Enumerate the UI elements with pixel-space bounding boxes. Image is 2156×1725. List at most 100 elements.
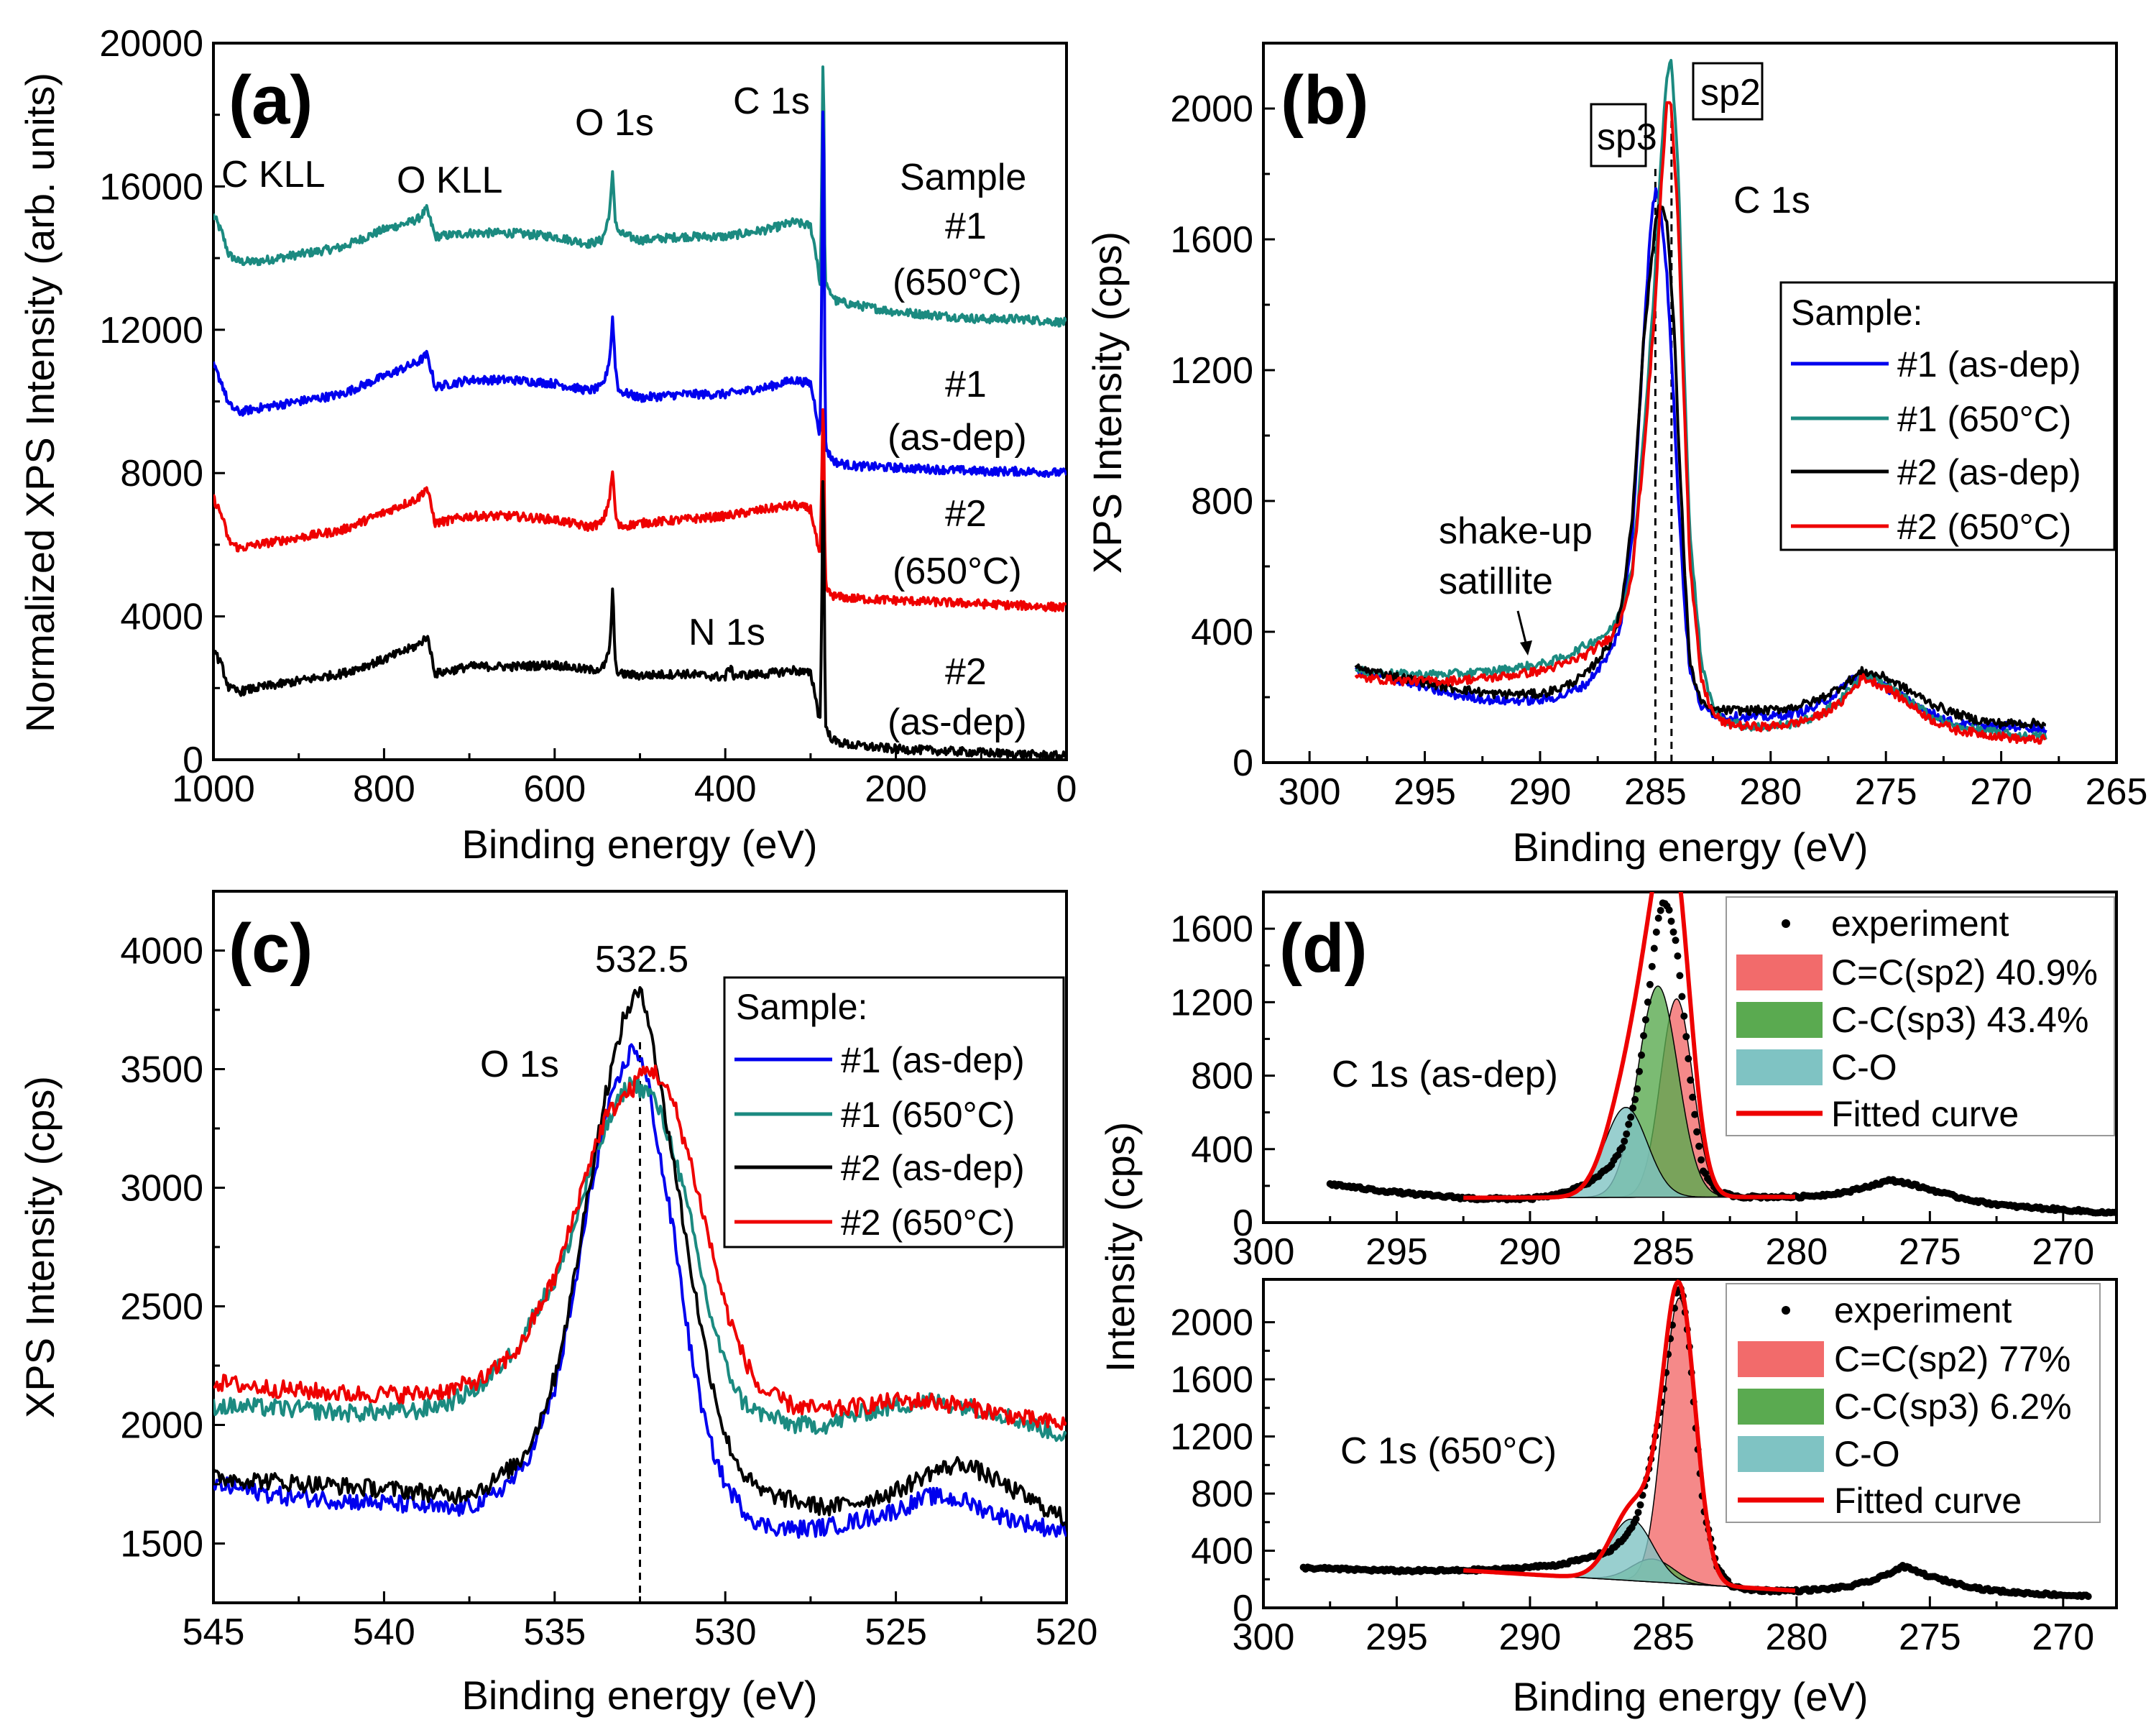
- panel-c-legend-title: Sample:: [736, 987, 867, 1027]
- x-tick-label-d_bottom-2: 290: [1499, 1616, 1562, 1658]
- x-tick-label-a-1: 800: [353, 768, 415, 810]
- x-tick-label-b-0: 300: [1279, 771, 1341, 813]
- legend-d1-sp2-swatch: [1736, 954, 1823, 990]
- y-tick-label-a-2: 8000: [120, 453, 203, 494]
- panel-a-plot-frame: [212, 42, 1068, 761]
- y-tick-label-d_top-3: 1200: [1170, 982, 1253, 1024]
- x-tick-label-d_bottom-0: 300: [1233, 1616, 1295, 1658]
- experiment-point-d_top-146: [1638, 1052, 1645, 1059]
- panel-d-label: (d): [1279, 910, 1368, 987]
- label-sample1-650: #1: [945, 206, 987, 247]
- y-tick-label-c-4: 3500: [120, 1049, 203, 1091]
- y-tick-label-c-5: 4000: [120, 931, 203, 972]
- panel-c-label: (c): [229, 910, 313, 987]
- y-tick-label-d_bottom-0: 0: [1233, 1588, 1253, 1629]
- annotation-c1s-650: C 1s (650°C): [1340, 1430, 1557, 1472]
- x-tick-label-a-3: 400: [694, 768, 757, 810]
- x-tick-label-b-3: 285: [1624, 771, 1687, 813]
- legend-d2-experiment-marker: [1782, 1306, 1790, 1315]
- x-tick-label-a-2: 600: [523, 768, 586, 810]
- experiment-point-d_top-170: [1689, 1093, 1697, 1101]
- x-tick-label-d_top-2: 290: [1499, 1231, 1562, 1273]
- series-line-b-0: [1354, 187, 2047, 735]
- legend-b-entry-2: #1 (650°C): [1897, 399, 2071, 439]
- panel-a-survey-spectra: 1000 800 600 400 200 004000800012000160002000…: [17, 23, 1077, 867]
- x-tick-label-c-3: 530: [694, 1611, 757, 1653]
- y-tick-label-d_bottom-4: 1600: [1170, 1359, 1253, 1401]
- x-tick-label-d_top-5: 275: [1899, 1231, 1961, 1273]
- sp3-label-box: [1590, 103, 1647, 167]
- plot-area-d_bottom: [1299, 1279, 2092, 1601]
- series-line-a-2: [213, 408, 1067, 612]
- x-tick-label-b-6: 270: [1970, 771, 2032, 813]
- panel-d-bottom-plot-frame: [1262, 1278, 2118, 1609]
- x-tick-label-d_top-4: 280: [1765, 1231, 1828, 1273]
- experiment-point-d_top-137: [1618, 1144, 1626, 1151]
- legend-b-entry-3: #2 (as-dep): [1897, 452, 2081, 492]
- x-tick-label-d_bottom-3: 285: [1632, 1616, 1695, 1658]
- x-tick-label-a-0: 1000: [172, 768, 255, 810]
- x-tick-label-c-5: 520: [1036, 1611, 1098, 1653]
- annotation-c1s-asdep: C 1s (as-dep): [1332, 1054, 1558, 1095]
- legend-c-entry-4: #2 (650°C): [841, 1202, 1015, 1243]
- series-line-a-1: [213, 110, 1067, 478]
- experiment-point-d_top-159: [1665, 906, 1673, 914]
- panel-a-y-axis-title: Normalized XPS Intensity (arb. units): [17, 73, 63, 732]
- legend-d1-entry-5: Fitted curve: [1831, 1094, 2019, 1134]
- series-line-b-3: [1354, 101, 2047, 745]
- y-tick-label-b-3: 1200: [1170, 350, 1253, 392]
- label-sample1-asdep-state: (as-dep): [888, 417, 1027, 459]
- panel-c-o1s-spectra: 545 540 535 530 525 520 1500 2000 2500 3000 3500 40…: [17, 890, 1098, 1718]
- y-tick-label-d_top-4: 1600: [1170, 908, 1253, 950]
- fitted-curve-d_bottom: [1462, 1279, 1796, 1593]
- experiment-point-d_bottom-368: [2084, 1593, 2092, 1601]
- panel-b-x-axis-title: Binding energy (eV): [1513, 824, 1869, 870]
- series-line-a-0: [213, 65, 1067, 328]
- annotation-o-kll: O KLL: [397, 160, 502, 201]
- legend-d1-entry-2: C=C(sp2) 40.9%: [1831, 952, 2098, 993]
- panel-c-legend: Sample: #1 (as-dep) #1 (650°C) #2 (as-de…: [723, 976, 1065, 1248]
- panel-b-label: (b): [1281, 62, 1369, 139]
- annotation-c-1s: C 1s: [733, 80, 810, 122]
- experiment-point-d_top-147: [1640, 1032, 1647, 1039]
- experiment-point-d_top-174: [1697, 1156, 1705, 1164]
- experiment-point-d_top-151: [1648, 962, 1656, 970]
- experiment-point-d_top-168: [1685, 1055, 1692, 1062]
- x-tick-label-b-1: 295: [1393, 771, 1456, 813]
- annotation-satellite: satillite: [1439, 561, 1553, 602]
- legend-d1-entry-4: C-O: [1831, 1047, 1897, 1087]
- annotation-c-kll: C KLL: [221, 154, 326, 196]
- x-tick-label-c-4: 525: [865, 1611, 927, 1653]
- x-tick-label-d_top-3: 285: [1632, 1231, 1695, 1273]
- y-tick-label-d_top-2: 800: [1191, 1056, 1253, 1098]
- experiment-point-d_top-161: [1669, 928, 1677, 936]
- annotation-532-5: 532.5: [595, 939, 688, 980]
- series-line-c-2: [213, 986, 1067, 1527]
- y-tick-label-c-3: 3000: [120, 1168, 203, 1210]
- experiment-point-d_bottom-157: [1634, 1509, 1642, 1517]
- panel-a-label: (a): [229, 62, 313, 139]
- y-tick-label-d_bottom-2: 800: [1191, 1473, 1253, 1515]
- x-tick-label-a-5: 0: [1056, 768, 1077, 810]
- experiment-point-d_top-172: [1693, 1128, 1701, 1136]
- sp2-label-box: [1692, 62, 1764, 121]
- series-line-c-0: [213, 1043, 1067, 1539]
- y-tick-label-a-0: 0: [183, 740, 203, 781]
- legend-d1-co-swatch: [1736, 1049, 1823, 1085]
- panel-c-y-axis-title: XPS Intensity (cps): [17, 1076, 63, 1418]
- annotation-o-1s-c: O 1s: [480, 1044, 559, 1085]
- x-tick-label-d_bottom-4: 280: [1765, 1616, 1828, 1658]
- legend-d2-entry-5: Fitted curve: [1834, 1481, 2022, 1521]
- experiment-point-d_top-173: [1695, 1142, 1703, 1150]
- y-tick-label-b-1: 400: [1191, 612, 1253, 653]
- annotation-sp2: sp2: [1700, 72, 1761, 114]
- experiment-point-d_top-143: [1631, 1095, 1639, 1103]
- x-tick-label-b-7: 265: [2086, 771, 2148, 813]
- x-tick-label-d_bottom-5: 275: [1899, 1616, 1961, 1658]
- annotation-n-1s: N 1s: [688, 612, 765, 653]
- experiment-point-d_top-163: [1674, 952, 1682, 960]
- label-sample2-650: #2: [945, 493, 987, 535]
- y-tick-label-a-4: 16000: [99, 166, 203, 208]
- series-line-b-2: [1354, 203, 2047, 730]
